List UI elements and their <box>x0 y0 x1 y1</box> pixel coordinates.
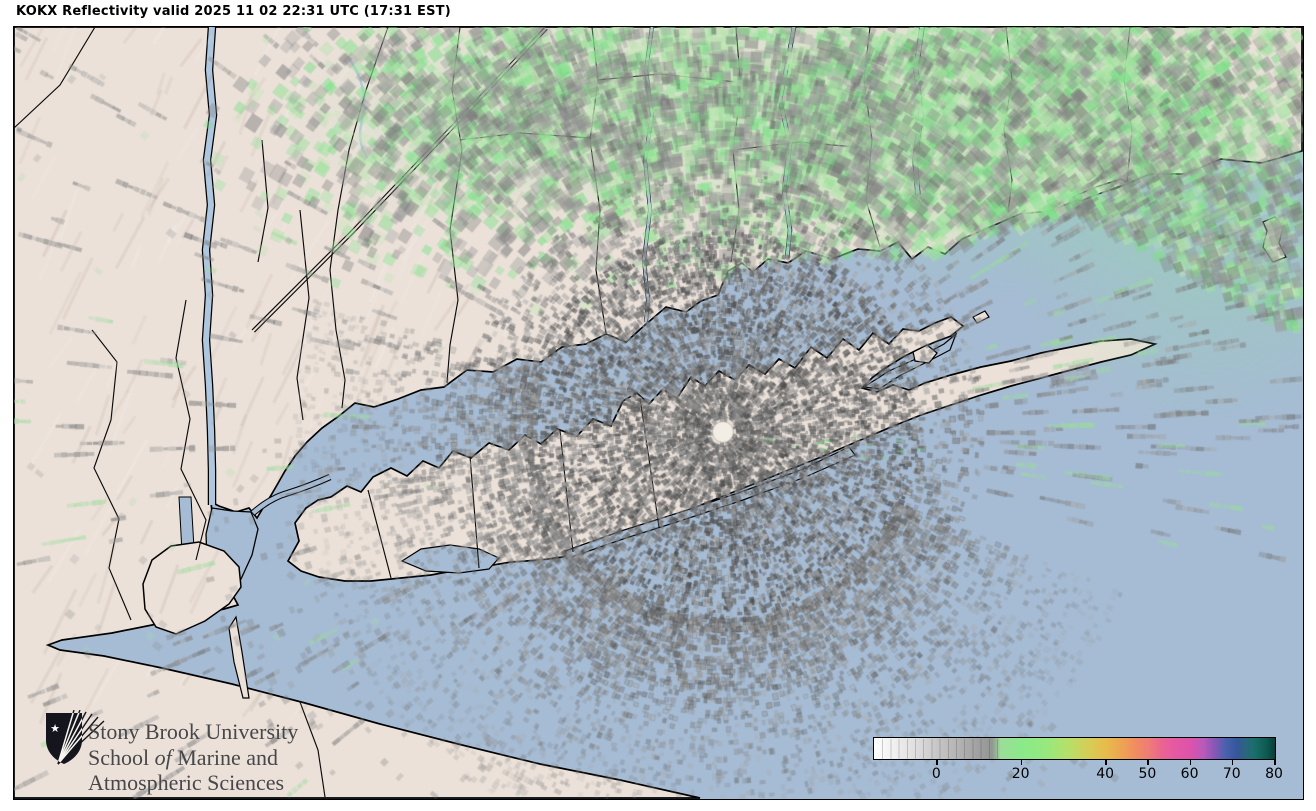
colorbar-tick <box>1105 759 1107 765</box>
colorbar-tick-label: 40 <box>1096 766 1115 782</box>
radar-echo-canvas <box>14 27 1303 799</box>
colorbar-tick <box>1274 759 1276 765</box>
colorbar-tick <box>936 759 938 765</box>
radar-map: ★ Stony Brook University School of Marin… <box>13 26 1304 800</box>
logo-line-2: School of Marine and <box>88 744 279 770</box>
page-title: KOKX Reflectivity valid 2025 11 02 22:31… <box>16 4 451 19</box>
colorbar-tick <box>1020 759 1023 765</box>
star-icon: ★ <box>50 722 60 735</box>
colorbar-tick <box>1231 759 1234 765</box>
colorbar-tick-label: 60 <box>1180 766 1199 782</box>
logo-line-3: Atmospheric Sciences <box>88 770 285 795</box>
reflectivity-colorbar: 0 20 40 50 60 70 80 <box>873 737 1283 795</box>
colorbar-tick-label: 0 <box>931 766 941 782</box>
shield-icon: ★ <box>46 710 105 765</box>
logo-line-1: Stony Brook University <box>88 719 299 744</box>
colorbar-tick-label: 80 <box>1265 766 1283 782</box>
stonybrook-logo: ★ Stony Brook University School of Marin… <box>44 708 324 799</box>
colorbar-tick <box>1189 759 1192 765</box>
colorbar-gradient <box>873 737 1276 760</box>
colorbar-tick-label: 20 <box>1011 766 1030 782</box>
logo-text: Stony Brook University School of Marine … <box>88 719 298 796</box>
colorbar-tick <box>1147 759 1149 765</box>
colorbar-tick-label: 70 <box>1222 766 1241 782</box>
colorbar-tick-label: 50 <box>1138 766 1157 782</box>
colorbar-gray-steps <box>875 739 1000 760</box>
